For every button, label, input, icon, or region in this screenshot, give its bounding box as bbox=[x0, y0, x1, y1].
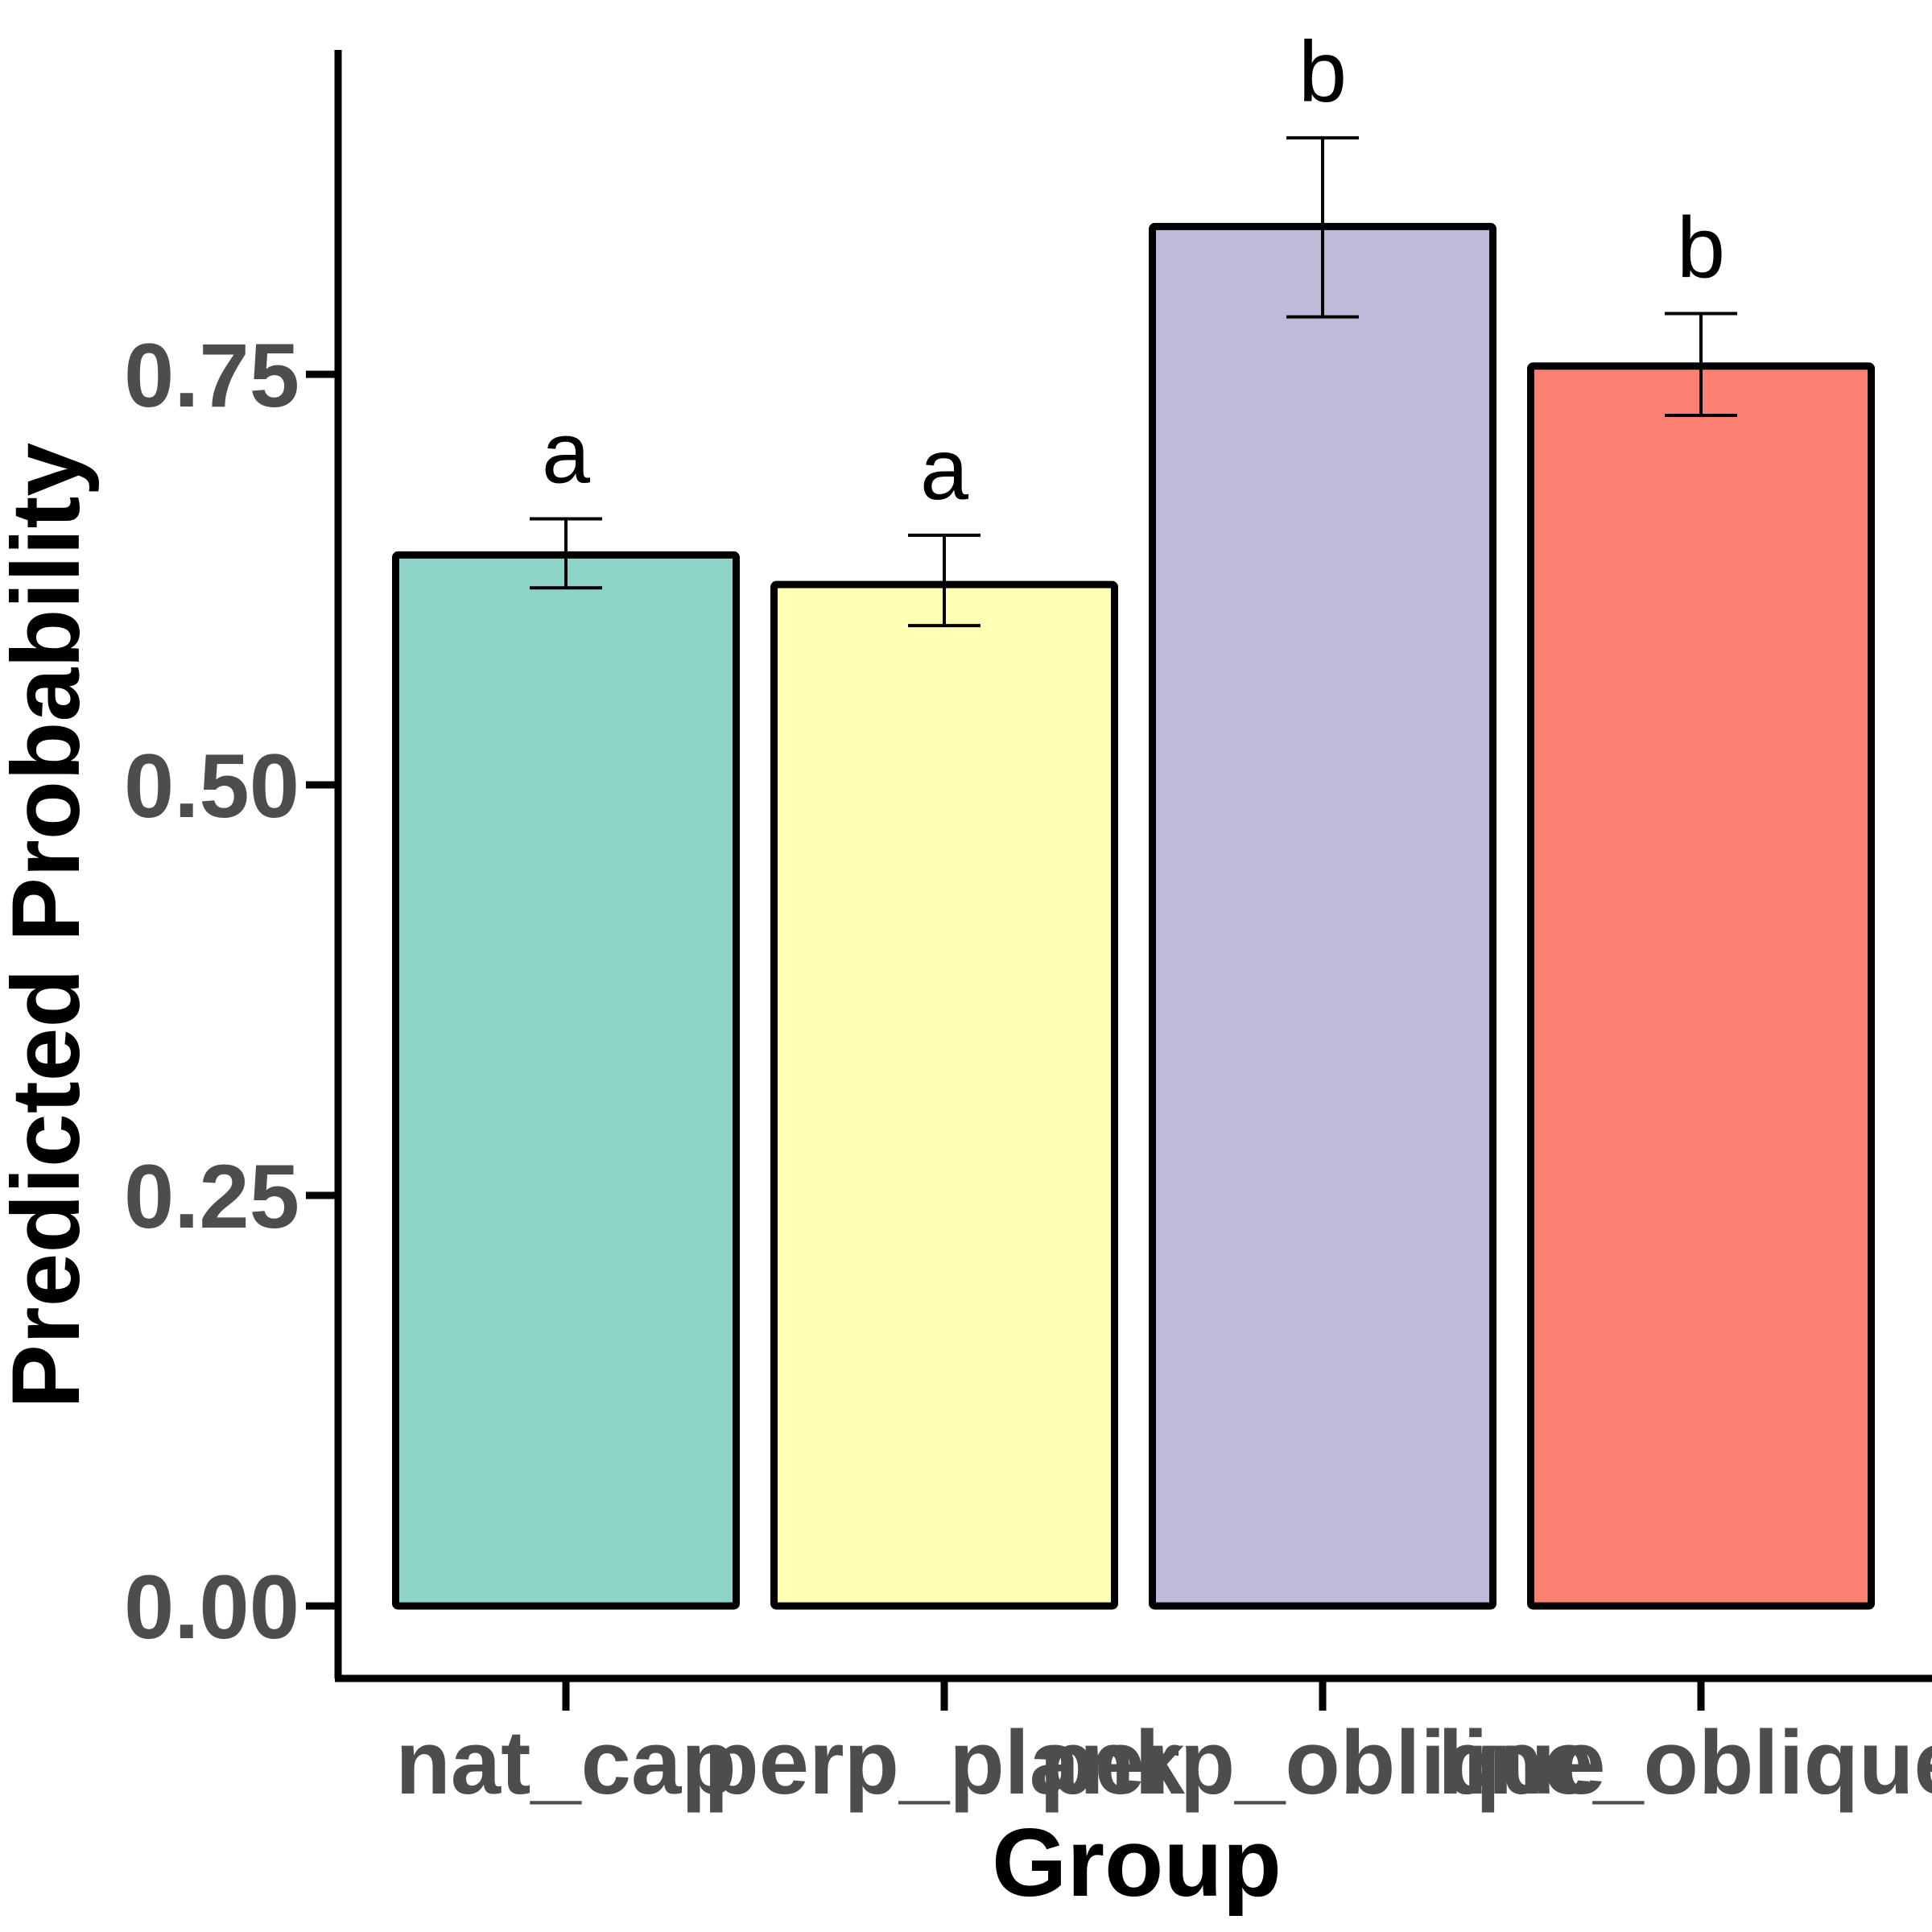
significance-label-perp_plank: a bbox=[920, 420, 969, 518]
significance-label-perp_oblique: b bbox=[1298, 23, 1347, 120]
bars-group bbox=[392, 222, 1875, 1610]
x-axis-title: Group bbox=[992, 1809, 1282, 1917]
bar-nat_cap bbox=[392, 551, 740, 1610]
y-axis-title: Predicted Probability bbox=[0, 443, 100, 1410]
y-tick-label-0.00: 0.00 bbox=[124, 1557, 299, 1657]
significance-label-nat_cap: a bbox=[542, 404, 591, 502]
significance-label-line_oblique: b bbox=[1677, 199, 1725, 296]
x-tick-label-nat_cap: nat_cap bbox=[395, 1712, 736, 1813]
y-tick-label-0.50: 0.50 bbox=[124, 736, 299, 836]
axes-group bbox=[334, 50, 1932, 1682]
x-ticks-group: nat_capperp_plankperp_obliqueline_obliqu… bbox=[395, 1678, 1932, 1813]
x-tick-label-line_oblique: line_oblique bbox=[1438, 1712, 1932, 1813]
bar-line_oblique bbox=[1527, 362, 1875, 1610]
bar-perp_oblique bbox=[1149, 222, 1496, 1610]
y-tick-label-0.75: 0.75 bbox=[124, 325, 299, 426]
error-bars-group bbox=[530, 136, 1737, 628]
y-tick-label-0.25: 0.25 bbox=[124, 1146, 299, 1247]
x-tick-label-perp_plank: perp_plank bbox=[704, 1712, 1185, 1813]
y-ticks-group: 0.00 0.25 0.50 0.75 bbox=[124, 325, 338, 1657]
x-tick-label-perp_oblique: perp_oblique bbox=[1039, 1712, 1605, 1813]
significance-labels-group: a a b b bbox=[542, 23, 1725, 518]
bar-perp_plank bbox=[770, 580, 1118, 1610]
